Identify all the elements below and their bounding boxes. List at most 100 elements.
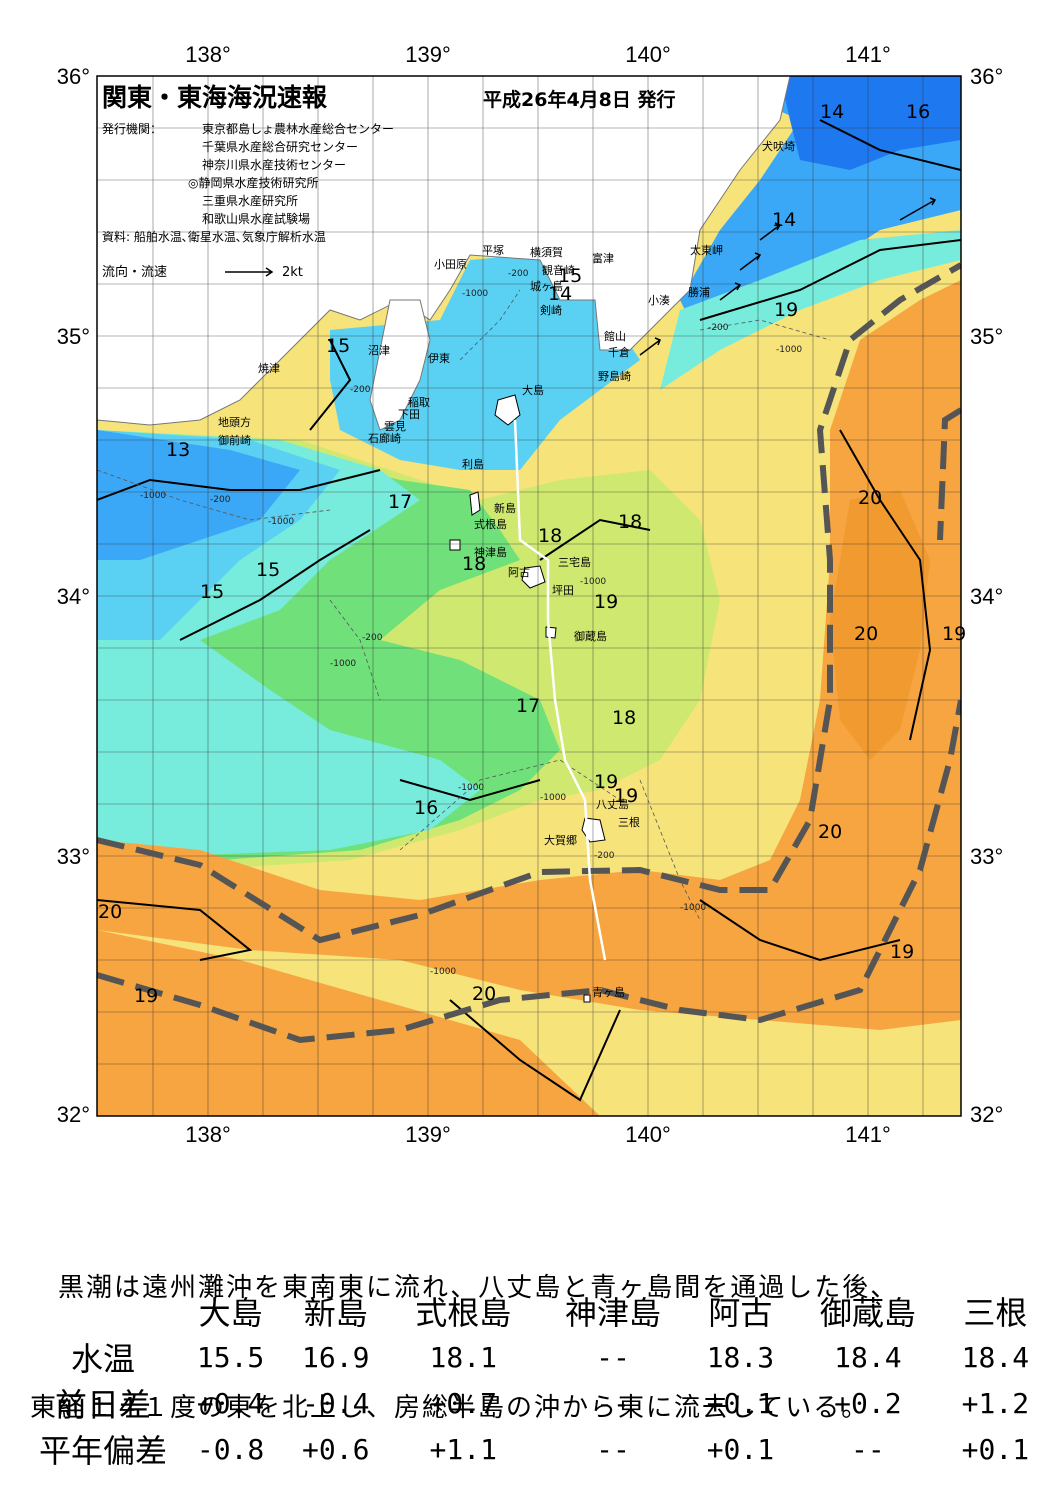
table-row: 水温 15.5 16.9 18.1 -- 18.3 18.4 18.4 <box>28 1334 1048 1380</box>
issuer-item: 神奈川県水産技術センター <box>202 157 346 172</box>
current-legend-arrow <box>225 267 274 277</box>
place-label: 石廊崎 <box>368 431 401 445</box>
issuers-label: 発行機関： <box>102 121 162 136</box>
place-label: 三宅島 <box>558 555 591 569</box>
isotherm-label: 19 <box>942 623 966 645</box>
place-label: 八丈島 <box>596 797 629 811</box>
isotherm-label: 20 <box>98 901 122 923</box>
station-header: 式根島 <box>415 1294 512 1332</box>
lat-tick-right: 33° <box>970 844 1003 869</box>
table-cell: -0.4 <box>302 1386 370 1420</box>
isotherm-label: 17 <box>388 491 412 513</box>
row-label: 前日差 <box>54 1386 151 1424</box>
place-label: 雲見 <box>384 420 406 433</box>
place-label: 勝浦 <box>688 285 710 299</box>
table-cell: -- <box>851 1432 885 1466</box>
isotherm-label: 15 <box>326 335 350 357</box>
table-cell: +0.1 <box>706 1432 775 1466</box>
table-cell: 18.3 <box>706 1340 775 1374</box>
lon-tick-top: 140° <box>625 42 671 67</box>
isotherm-label: 19 <box>594 591 618 613</box>
lon-tick-top: 139° <box>405 42 451 67</box>
isotherm-label: 18 <box>462 553 486 575</box>
isotherm-label: 13 <box>166 439 190 461</box>
isotherm-value-labels: 13 14 14 14 15 15 15 15 16 16 17 17 18 1… <box>98 101 966 1007</box>
place-label: 大島 <box>522 383 544 397</box>
table-cell: 18.1 <box>429 1340 497 1374</box>
issue-date: 平成26年4月8日 発行 <box>483 88 676 111</box>
place-label: 式根島 <box>474 517 507 531</box>
zone-ne-aqua <box>660 230 961 390</box>
island-mikurajima <box>545 626 557 639</box>
data-source: 資料: 船舶水温､衛星水温､気象庁解析水温 <box>102 229 326 244</box>
lat-tick-left: 35° <box>57 324 90 349</box>
depth-label: -200 <box>210 495 231 505</box>
zone-20-south <box>97 930 600 1116</box>
table-cell: -- <box>596 1340 630 1374</box>
lon-tick-bottom: 141° <box>845 1122 891 1147</box>
place-label: 城ヶ島 <box>530 279 563 293</box>
isotherm-label: 19 <box>890 941 914 963</box>
isotherm-lines <box>97 119 961 1102</box>
isotherm-label: 15 <box>256 559 280 581</box>
place-label: 観音崎 <box>542 263 575 277</box>
isotherm-label: 14 <box>772 209 796 231</box>
isotherm-label: 17 <box>516 695 540 717</box>
lat-tick-left: 33° <box>57 844 90 869</box>
depth-label: -1000 <box>680 903 706 913</box>
issuer-item: 千葉県水産総合研究センター <box>202 139 358 154</box>
isotherm-label: 14 <box>820 101 844 123</box>
lat-lon-grid <box>97 76 961 1116</box>
land-honshu <box>96 75 791 426</box>
kuroshio-south-edge <box>97 699 961 1044</box>
land-izu-peninsula <box>369 299 431 431</box>
row-label: 平年偏差 <box>38 1432 167 1470</box>
place-label: 伊東 <box>428 352 450 365</box>
table-cell: -- <box>596 1386 630 1420</box>
place-label: 千倉 <box>608 345 630 359</box>
isotherm-label: 16 <box>906 101 930 123</box>
isotherm-label: 20 <box>472 983 496 1005</box>
place-label: 剣崎 <box>540 303 562 317</box>
table-cell: +0.1 <box>706 1386 775 1420</box>
depth-value-labels: -200 -1000 -200 -1000 -200 -1000 -1000 -… <box>140 269 802 977</box>
current-arrows <box>639 197 937 356</box>
place-label: 犬吠埼 <box>762 139 795 153</box>
place-label: 沼津 <box>368 343 390 357</box>
lon-tick-bottom: 140° <box>625 1122 671 1147</box>
table-cell: +1.1 <box>429 1432 497 1466</box>
current-legend-label: 流向・流速 <box>102 264 167 280</box>
isotherm-label: 19 <box>774 299 798 321</box>
depth-label: -200 <box>594 851 615 861</box>
lat-tick-right: 36° <box>970 64 1003 89</box>
map-frame <box>96 75 962 1117</box>
table-cell: 18.4 <box>961 1340 1030 1374</box>
kuroshio-north-edge <box>97 262 961 944</box>
issuer-item: ◎静岡県水産技術研究所 <box>188 175 318 190</box>
table-header-row: 大島 新島 式根島 神津島 阿古 御蔵島 三根 <box>28 1288 1048 1334</box>
lat-ticks-right: 36° 35° 34° 33° 32° <box>970 64 1003 1127</box>
lat-tick-left: 34° <box>57 584 90 609</box>
kuroshio-axis <box>97 262 961 1044</box>
station-header: 大島 <box>198 1294 263 1332</box>
island-niijima <box>469 491 481 516</box>
depth-label: -200 <box>708 323 729 333</box>
place-label: 阿古 <box>508 566 530 579</box>
table-cell: -0.8 <box>196 1432 265 1466</box>
summary-line-1: 黒潮は遠州灘沖を東南東に流れ、八丈島と青ヶ島間を通過した後、 <box>30 1273 899 1303</box>
isotherm-label: 20 <box>858 487 882 509</box>
place-label: 富津 <box>592 251 614 265</box>
station-header: 神津島 <box>564 1294 661 1332</box>
zone-20-core-east <box>830 490 930 760</box>
table-corner <box>28 1288 178 1334</box>
island-kozushima <box>449 539 461 551</box>
issuer-item: 東京都島しょ農林水産総合センター <box>202 121 394 136</box>
lon-ticks-top: 138° 139° 140° 141° <box>185 42 891 67</box>
place-label: 三根 <box>618 815 640 829</box>
station-header: 御蔵島 <box>819 1294 916 1332</box>
lat-tick-left: 36° <box>57 64 90 89</box>
table-cell: +0.1 <box>961 1432 1030 1466</box>
lon-tick-bottom: 139° <box>405 1122 451 1147</box>
place-label: 焼津 <box>258 362 280 375</box>
isotherm-label: 15 <box>558 265 582 287</box>
